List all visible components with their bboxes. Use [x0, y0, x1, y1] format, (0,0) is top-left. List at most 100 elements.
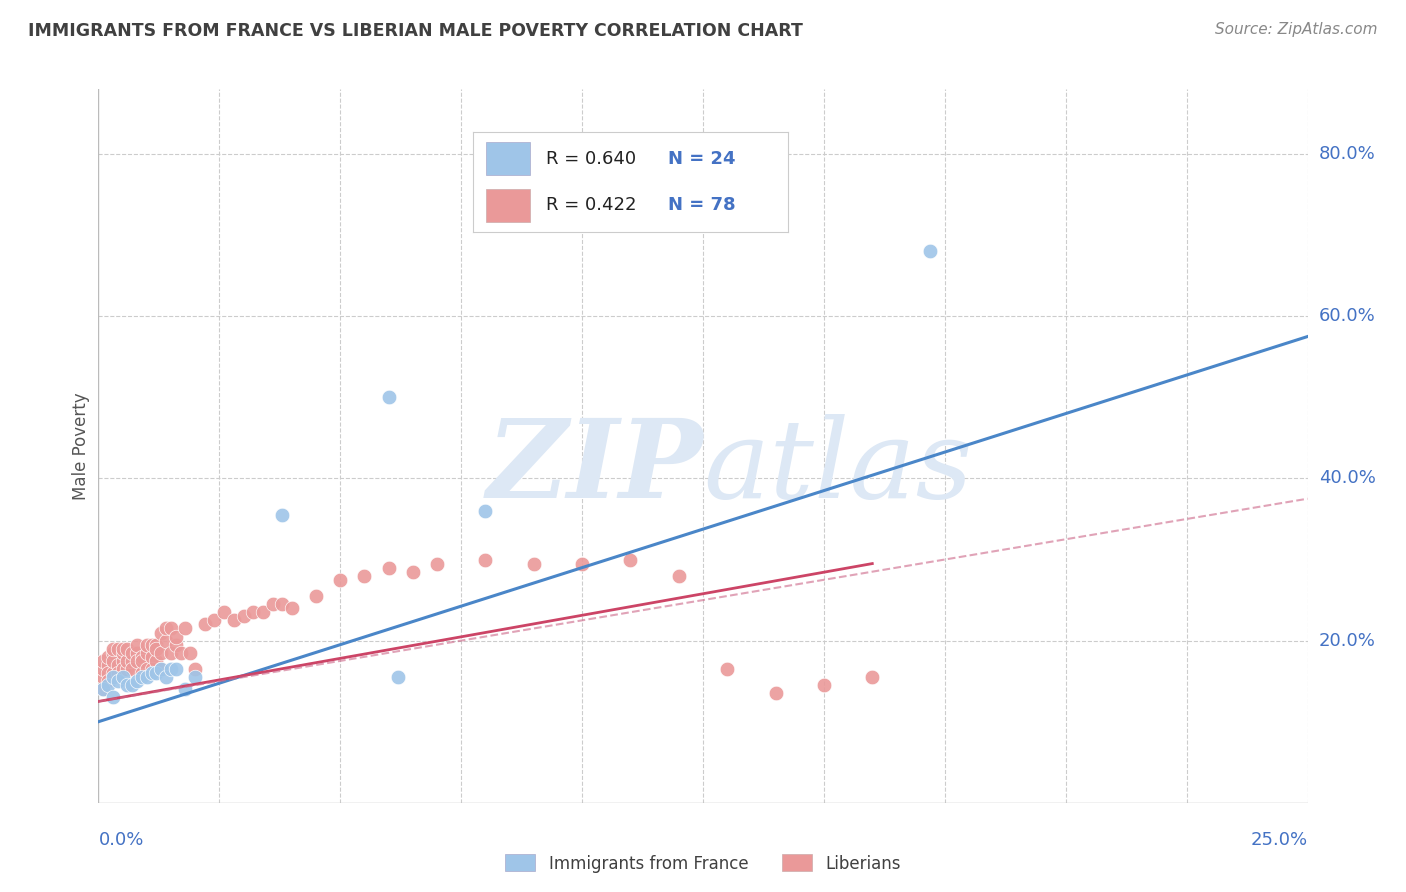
Point [262, 597, 284, 611]
Point [101, 666, 124, 681]
Point [377, 390, 399, 404]
Legend: Immigrants from France, Liberians: Immigrants from France, Liberians [499, 847, 907, 880]
Point [155, 622, 177, 636]
Point [155, 670, 177, 684]
Point [141, 666, 163, 681]
Point [716, 662, 738, 676]
Point [426, 557, 449, 571]
Point [111, 670, 134, 684]
Point [111, 646, 134, 660]
Point [150, 662, 173, 676]
Point [271, 508, 294, 522]
Point [127, 654, 149, 668]
Point [111, 654, 134, 668]
Point [160, 662, 183, 676]
Point [121, 678, 143, 692]
Point [160, 622, 183, 636]
Point [107, 674, 129, 689]
Point [204, 613, 226, 627]
Point [141, 638, 163, 652]
Point [97, 649, 120, 664]
Point [131, 654, 153, 668]
Point [135, 638, 157, 652]
Point [329, 573, 352, 587]
Point [97, 674, 120, 689]
Point [155, 633, 177, 648]
Point [101, 641, 124, 656]
Text: 40.0%: 40.0% [1319, 469, 1375, 487]
Point [387, 670, 409, 684]
Point [474, 504, 496, 518]
Point [920, 244, 942, 259]
Point [117, 678, 139, 692]
Point [91, 654, 114, 668]
Text: N = 24: N = 24 [668, 150, 735, 168]
Point [91, 682, 114, 697]
Point [184, 662, 207, 676]
Point [131, 666, 153, 681]
Point [222, 613, 245, 627]
Point [150, 625, 173, 640]
Point [121, 662, 143, 676]
Point [377, 560, 399, 574]
Point [117, 654, 139, 668]
Point [174, 622, 197, 636]
Text: R = 0.640: R = 0.640 [546, 150, 636, 168]
Point [281, 601, 304, 615]
Point [165, 662, 187, 676]
Point [169, 646, 191, 660]
Text: 25.0%: 25.0% [1250, 831, 1308, 849]
Point [111, 641, 134, 656]
Point [523, 557, 546, 571]
Text: 60.0%: 60.0% [1319, 307, 1375, 326]
Point [127, 638, 149, 652]
Text: R = 0.422: R = 0.422 [546, 196, 636, 214]
Point [101, 670, 124, 684]
Text: N = 78: N = 78 [668, 196, 735, 214]
Bar [486, 142, 530, 175]
Point [101, 646, 124, 660]
Point [111, 662, 134, 676]
Text: 80.0%: 80.0% [1319, 145, 1375, 163]
Point [305, 589, 328, 603]
Point [145, 654, 167, 668]
Bar [486, 189, 530, 222]
Point [97, 678, 120, 692]
Point [212, 605, 235, 619]
Point [131, 670, 153, 684]
Point [668, 568, 690, 582]
Point [174, 682, 197, 697]
Point [165, 630, 187, 644]
Point [813, 678, 835, 692]
Point [145, 641, 167, 656]
Point [117, 662, 139, 676]
Point [145, 638, 167, 652]
Point [97, 657, 120, 672]
Point [252, 605, 274, 619]
Point [107, 641, 129, 656]
Point [184, 670, 207, 684]
Text: atlas: atlas [703, 414, 973, 521]
Point [271, 597, 294, 611]
Point [402, 565, 425, 579]
Point [150, 646, 173, 660]
Point [232, 609, 254, 624]
Point [150, 662, 173, 676]
Point [121, 646, 143, 660]
Point [127, 674, 149, 689]
Point [242, 605, 264, 619]
Y-axis label: Male Poverty: Male Poverty [72, 392, 90, 500]
Point [127, 646, 149, 660]
Point [160, 646, 183, 660]
Point [765, 686, 787, 700]
Point [117, 641, 139, 656]
Text: IMMIGRANTS FROM FRANCE VS LIBERIAN MALE POVERTY CORRELATION CHART: IMMIGRANTS FROM FRANCE VS LIBERIAN MALE … [28, 22, 803, 40]
Point [353, 568, 375, 582]
Point [91, 670, 114, 684]
Point [91, 662, 114, 676]
Point [619, 552, 641, 566]
Point [179, 646, 201, 660]
Point [135, 670, 157, 684]
Point [141, 662, 163, 676]
Point [474, 552, 496, 566]
